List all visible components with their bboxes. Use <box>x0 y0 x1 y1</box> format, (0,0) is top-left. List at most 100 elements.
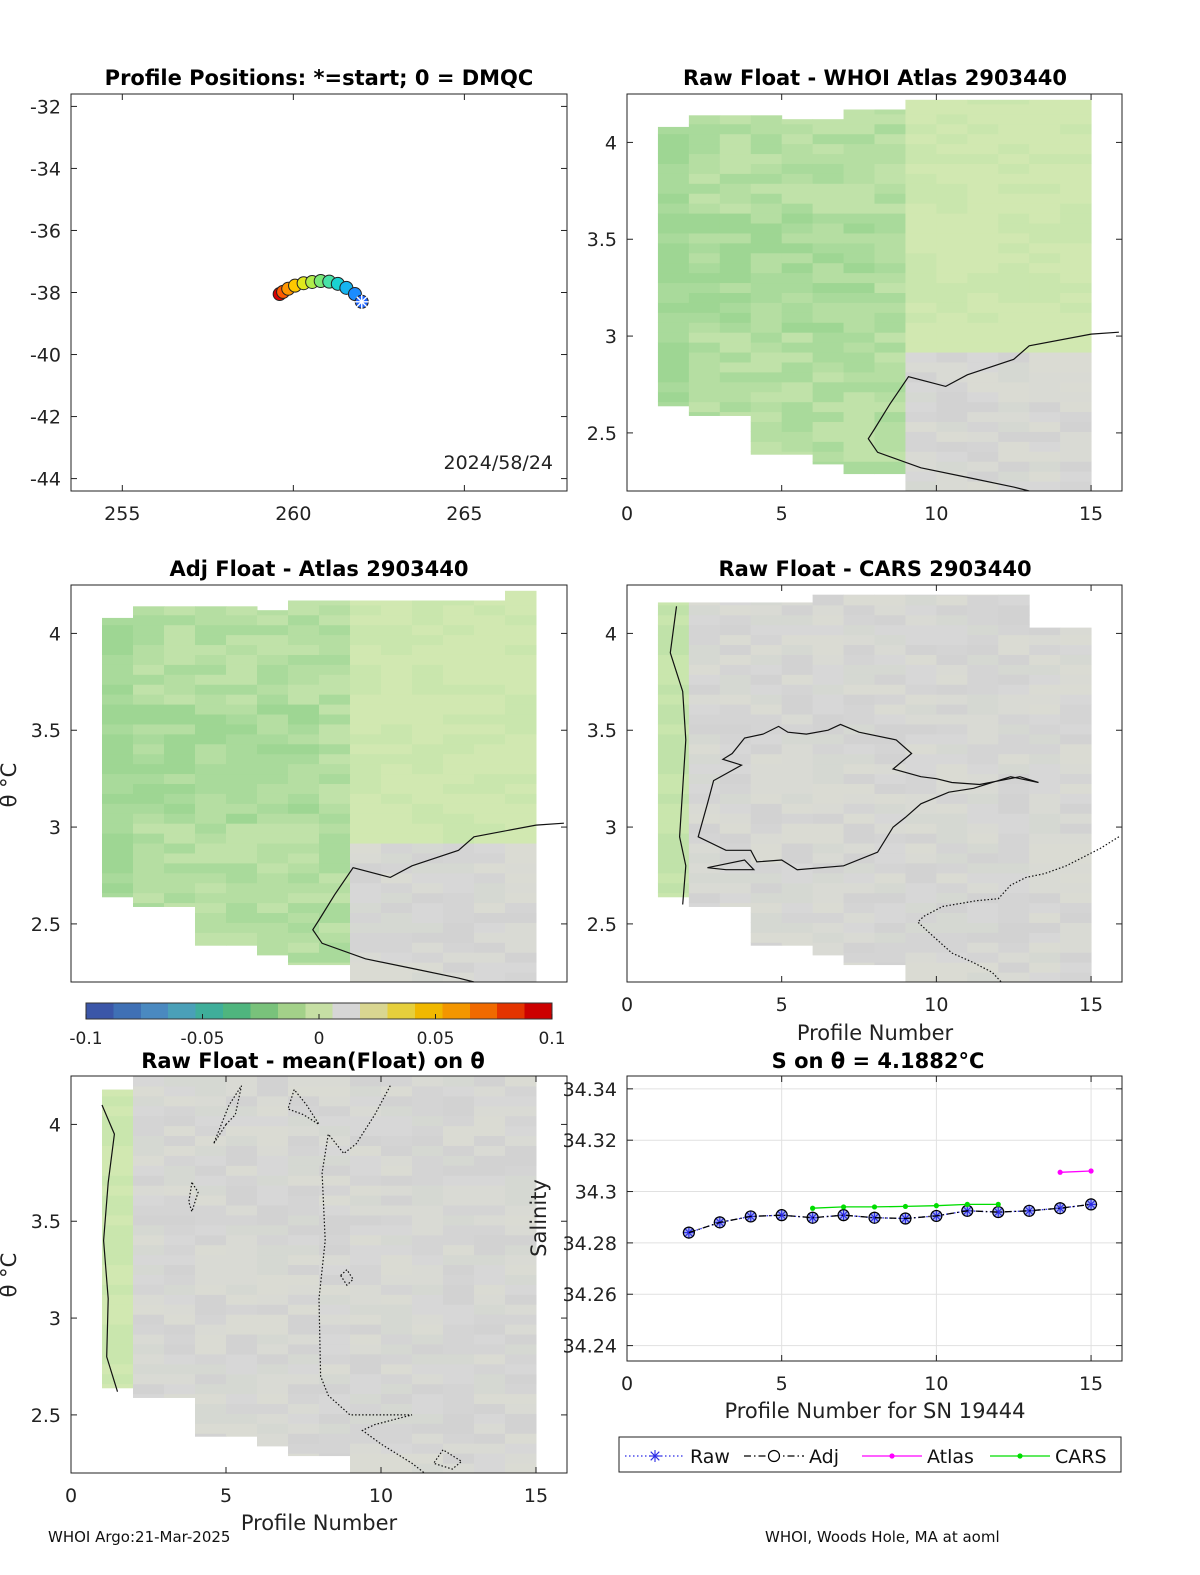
heatmap-cell <box>967 684 999 695</box>
heatmap-cell <box>874 471 906 475</box>
heatmap-cell <box>750 773 783 784</box>
heatmap-cell <box>874 674 906 685</box>
heatmap-cell <box>967 99 999 105</box>
heatmap-cell <box>164 1214 196 1226</box>
heatmap-cell <box>750 813 783 824</box>
heatmap-cell <box>474 654 506 665</box>
heatmap-cell <box>257 1353 289 1365</box>
heatmap-cell <box>998 962 1030 973</box>
heatmap-cell <box>750 282 783 293</box>
heatmap-cell <box>412 624 444 636</box>
heatmap-cell <box>226 1393 258 1405</box>
heatmap-cell <box>874 614 906 626</box>
y-tick-label: -42 <box>30 407 61 429</box>
y-tick-label: 2.5 <box>31 914 61 936</box>
marker-stroke <box>1024 1206 1034 1216</box>
heatmap-cell <box>998 624 1030 636</box>
heatmap-cell <box>967 783 999 794</box>
heatmap-cell <box>843 942 875 953</box>
heatmap-cell <box>288 1214 320 1226</box>
heatmap-cell <box>936 803 968 814</box>
heatmap-cell <box>195 1145 227 1156</box>
heatmap-cell <box>195 882 227 894</box>
x-axis-label: Profile Number <box>241 1511 398 1535</box>
heatmap-cell <box>967 664 999 675</box>
heatmap-cell <box>657 602 690 606</box>
heatmap-cell <box>319 932 351 943</box>
heatmap-cell <box>1029 312 1061 323</box>
heatmap-cell <box>102 694 134 705</box>
data-point <box>744 1210 757 1223</box>
heatmap-cell <box>874 823 906 834</box>
heatmap-cell <box>195 783 227 794</box>
heatmap-cell <box>1029 674 1061 685</box>
heatmap-cell <box>998 361 1030 373</box>
heatmap-cell <box>843 401 875 413</box>
heatmap-cell <box>195 1403 227 1414</box>
heatmap-cell <box>657 833 690 844</box>
heatmap-cell <box>750 783 783 794</box>
heatmap-cell <box>288 902 320 914</box>
heatmap-cell <box>288 600 320 606</box>
heatmap-cell <box>288 1363 320 1375</box>
marker-stroke <box>993 1207 1003 1217</box>
heatmap-cell <box>164 1363 196 1375</box>
heatmap-cell <box>781 942 814 946</box>
heatmap-cell <box>781 833 814 844</box>
heatmap-cell <box>967 441 999 452</box>
heatmap-cell <box>164 1095 196 1107</box>
heatmap-cell <box>226 733 258 745</box>
heatmap-cell <box>1060 932 1092 943</box>
heatmap-cell <box>781 371 814 383</box>
heatmap-cell <box>319 1175 351 1186</box>
heatmap-cell <box>350 1135 382 1146</box>
heatmap-cell <box>812 813 845 824</box>
heatmap-cell <box>843 872 875 884</box>
heatmap-cell <box>257 912 289 923</box>
heatmap-cell <box>688 694 721 705</box>
y-tick-label: 2.5 <box>587 423 617 445</box>
heatmap-cell <box>812 153 845 164</box>
heatmap-cell <box>1029 461 1061 472</box>
heatmap-cell <box>843 813 875 824</box>
heatmap-cell <box>226 763 258 775</box>
heatmap-cell <box>905 282 937 293</box>
heatmap-cell <box>288 604 320 616</box>
heatmap-cell <box>1029 143 1061 155</box>
heatmap-cell <box>781 922 814 933</box>
heatmap-cell <box>102 733 134 745</box>
heatmap-cell <box>998 203 1030 214</box>
heatmap-cell <box>505 654 537 665</box>
heatmap-cell <box>505 793 537 804</box>
heatmap-cell <box>874 391 906 403</box>
heatmap-cell <box>102 1175 134 1186</box>
heatmap-cell <box>874 272 906 284</box>
heatmap-cell <box>1060 852 1092 864</box>
heatmap-cell <box>412 733 444 745</box>
heatmap-cell <box>936 133 968 145</box>
heatmap-cell <box>812 862 845 874</box>
heatmap-cell <box>257 1175 289 1186</box>
heatmap-cell <box>688 602 721 606</box>
heatmap-cell <box>812 213 845 224</box>
heatmap-cell <box>998 153 1030 164</box>
heatmap-cell <box>474 1284 506 1295</box>
heatmap-cell <box>843 793 875 804</box>
heatmap-cell <box>412 684 444 695</box>
heatmap-cell <box>257 892 289 904</box>
heatmap-cell <box>936 262 968 274</box>
heatmap-cell <box>412 714 444 725</box>
heatmap-cell <box>1029 213 1061 224</box>
heatmap-cell <box>905 684 937 695</box>
heatmap-cell <box>412 1115 444 1127</box>
heatmap-cell <box>688 312 721 323</box>
heatmap-cell <box>688 773 721 784</box>
heatmap-cell <box>133 1105 165 1117</box>
heatmap-cell <box>998 862 1030 874</box>
heatmap-cell <box>133 684 165 695</box>
heatmap-cell <box>412 1076 444 1087</box>
heatmap-cell <box>936 823 968 834</box>
heatmap-cell <box>288 922 320 933</box>
heatmap-cell <box>719 882 752 894</box>
heatmap-cell <box>750 624 783 636</box>
